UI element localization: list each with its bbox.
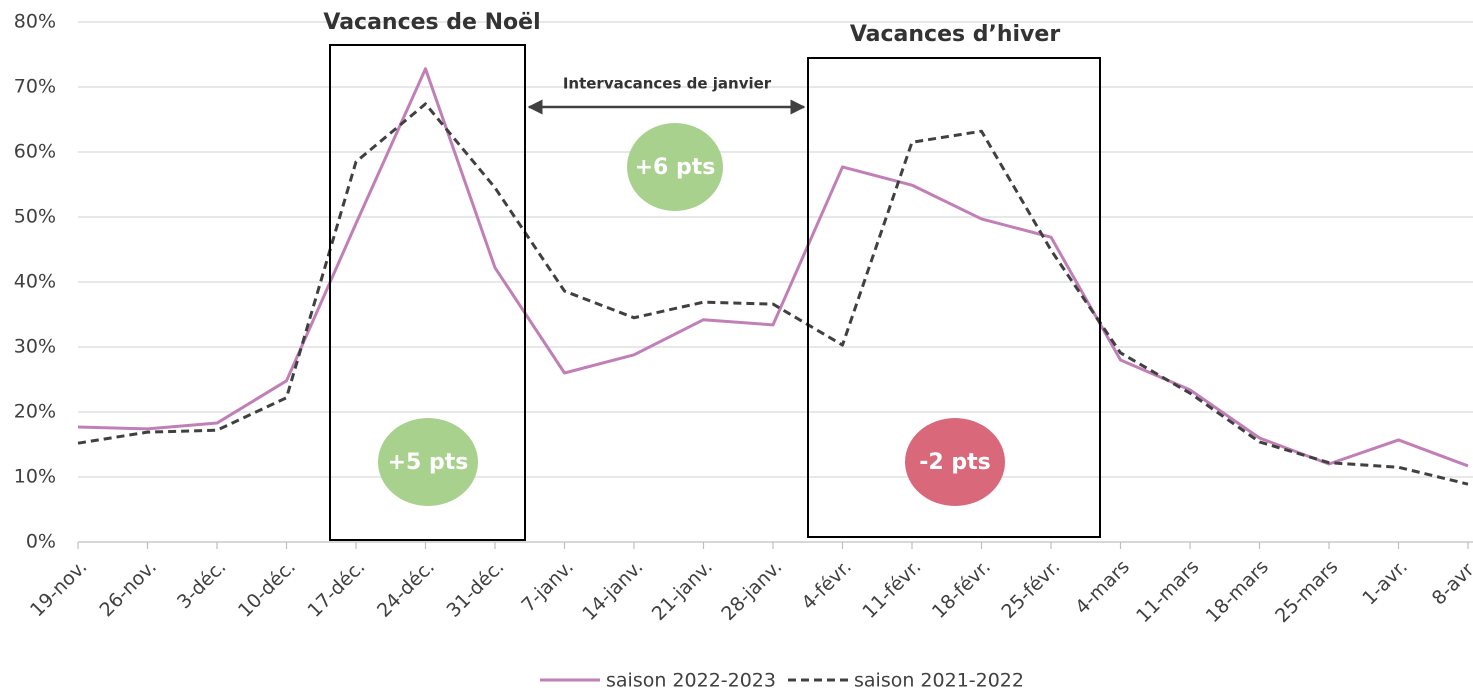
x-tick-label: 8-avr. xyxy=(1428,556,1473,610)
y-tick-label: 30% xyxy=(14,336,56,358)
legend-label: saison 2022-2023 xyxy=(606,670,776,692)
y-tick-label: 80% xyxy=(14,11,56,33)
x-tick-label: 17-déc. xyxy=(303,556,369,622)
series-line xyxy=(77,102,1469,486)
y-tick-label: 40% xyxy=(14,271,56,293)
x-tick-label: 24-déc. xyxy=(373,556,439,622)
x-tick-label: 26-nov. xyxy=(96,556,161,621)
x-tick-label: 28-janv. xyxy=(717,556,786,625)
x-tick-label: 14-janv. xyxy=(578,556,647,625)
x-tick-label: 18-mars xyxy=(1202,556,1273,627)
x-tick-label: 25-févr. xyxy=(997,556,1064,623)
badge-label: +6 pts xyxy=(635,155,716,180)
box-noel xyxy=(329,44,526,541)
x-tick-label: 7-janv. xyxy=(517,556,578,617)
badge-label: +5 pts xyxy=(388,450,469,475)
y-tick-label: 20% xyxy=(14,401,56,423)
annotation: Intervacances de janvier xyxy=(563,75,772,93)
lines xyxy=(77,67,1469,486)
series-line xyxy=(77,67,1469,468)
legend-label: saison 2021-2022 xyxy=(854,670,1024,692)
x-tick-label: 21-janv. xyxy=(648,556,717,625)
x-tick-label: 18-févr. xyxy=(928,556,995,623)
x-tick-label: 10-déc. xyxy=(234,556,300,622)
x-tick-label: 4-févr. xyxy=(797,556,855,614)
x-tick-label: 19-nov. xyxy=(26,556,91,621)
x-tick-label: 4-mars xyxy=(1071,556,1134,619)
badge xyxy=(905,418,1005,506)
x-tick-label: 11-mars xyxy=(1132,556,1203,627)
y-tick-label: 50% xyxy=(14,206,56,228)
y-tick-label: 0% xyxy=(26,531,56,553)
x-tick-label: 3-déc. xyxy=(173,556,230,613)
y-tick-label: 70% xyxy=(14,76,56,98)
x-tick-label: 25-mars xyxy=(1271,556,1342,627)
annotation: Vacances d’hiver xyxy=(850,22,1061,47)
annotation: Vacances de Noël xyxy=(323,10,540,35)
box-hiver xyxy=(807,57,1101,538)
grid xyxy=(77,21,1473,549)
y-tick-label: 10% xyxy=(14,466,56,488)
y-tick-label: 60% xyxy=(14,141,56,163)
x-tick-label: 31-déc. xyxy=(442,556,508,622)
badge xyxy=(378,418,478,506)
x-tick-label: 11-févr. xyxy=(858,556,925,623)
badge-label: -2 pts xyxy=(919,450,990,475)
badge xyxy=(627,123,723,211)
x-tick-label: 1-avr. xyxy=(1358,556,1412,610)
